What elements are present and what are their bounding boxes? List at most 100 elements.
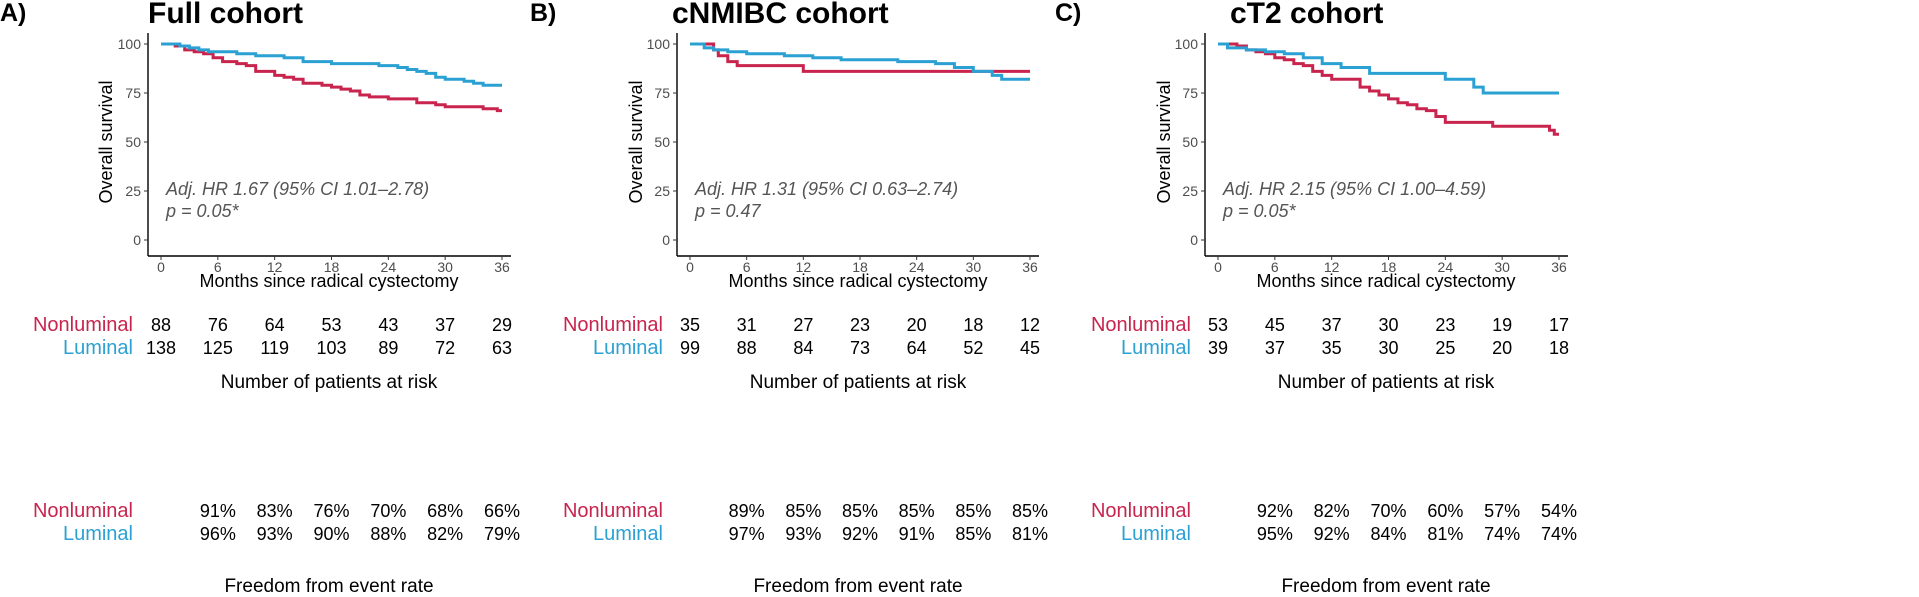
risk-value: 125	[203, 338, 233, 358]
x-axis-title: Months since radical cystectomy	[199, 271, 458, 291]
risk-value: 35	[680, 315, 700, 335]
survival-curve-luminal	[690, 42, 1030, 81]
x-tick-label: 24	[1438, 259, 1454, 275]
x-tick-label: 36	[494, 259, 510, 275]
event-value: 85%	[1012, 501, 1048, 521]
event-value: 92%	[1257, 501, 1293, 521]
event-value: 84%	[1370, 524, 1406, 544]
event-value: 92%	[1314, 524, 1350, 544]
risk-value: 63	[492, 338, 512, 358]
risk-value: 45	[1265, 315, 1285, 335]
event-value: 79%	[484, 524, 520, 544]
risk-table-title: Number of patients at risk	[1278, 372, 1495, 393]
y-tick-label: 25	[1182, 183, 1198, 199]
x-tick-label: 24	[909, 259, 925, 275]
risk-value: 31	[737, 315, 757, 335]
x-tick-label: 6	[1271, 259, 1279, 275]
survival-curve-luminal	[161, 42, 502, 87]
x-tick-label: 12	[796, 259, 812, 275]
event-value: 85%	[955, 501, 991, 521]
x-tick-label: 0	[686, 259, 694, 275]
risk-value: 103	[316, 338, 346, 358]
risk-table-title: Number of patients at risk	[221, 372, 438, 393]
event-value: 90%	[313, 524, 349, 544]
risk-value: 37	[1322, 315, 1342, 335]
panel-label: A)	[0, 0, 26, 27]
y-tick-label: 0	[1190, 232, 1198, 248]
event-value: 76%	[313, 501, 349, 521]
risk-value: 119	[260, 338, 289, 358]
hr-annotation: p = 0.47	[694, 201, 762, 221]
x-tick-label: 18	[1381, 259, 1397, 275]
survival-curve-luminal	[1218, 42, 1559, 95]
x-tick-label: 0	[1214, 259, 1222, 275]
risk-value: 76	[208, 315, 228, 335]
y-tick-label: 50	[1182, 134, 1198, 150]
event-row-label: Luminal	[63, 523, 133, 545]
risk-value: 37	[435, 315, 455, 335]
risk-row-label: Luminal	[63, 337, 133, 359]
x-tick-label: 36	[1022, 259, 1038, 275]
risk-value: 64	[265, 315, 285, 335]
hr-annotation: Adj. HR 2.15 (95% CI 1.00–4.59)	[1222, 179, 1486, 199]
event-value: 66%	[484, 501, 520, 521]
event-value: 81%	[1012, 524, 1048, 544]
event-value: 95%	[1257, 524, 1293, 544]
event-value: 91%	[200, 501, 236, 521]
x-axis-title: Months since radical cystectomy	[1256, 271, 1515, 291]
event-table-title: Freedom from event rate	[753, 576, 962, 597]
x-tick-label: 36	[1551, 259, 1567, 275]
panel-3: C) cT2 cohort 0 25 50 75 100 0 6 12 18 24 30 36 Months…	[1055, 0, 1577, 597]
y-tick-label: 75	[1182, 85, 1198, 101]
event-value: 89%	[729, 501, 765, 521]
panel-title: cT2 cohort	[1230, 0, 1383, 30]
y-axis-title: Overall survival	[626, 80, 646, 203]
risk-value: 29	[492, 315, 512, 335]
event-row-label: Nonluminal	[563, 500, 663, 522]
y-tick-label: 25	[654, 183, 670, 199]
survival-curve-nonluminal	[690, 42, 1030, 73]
risk-value: 35	[1322, 338, 1342, 358]
risk-value: 88	[737, 338, 757, 358]
x-axis-title: Months since radical cystectomy	[728, 271, 987, 291]
risk-value: 45	[1020, 338, 1040, 358]
event-value: 54%	[1541, 501, 1577, 521]
y-axis-title: Overall survival	[96, 80, 116, 203]
event-table-title: Freedom from event rate	[1281, 576, 1490, 597]
risk-value: 17	[1549, 315, 1569, 335]
risk-value: 39	[1208, 338, 1228, 358]
y-tick-label: 75	[125, 85, 141, 101]
y-tick-label: 100	[1175, 36, 1199, 52]
y-tick-label: 75	[654, 85, 670, 101]
risk-table-title: Number of patients at risk	[750, 372, 967, 393]
y-tick-label: 50	[125, 134, 141, 150]
risk-value: 84	[793, 338, 813, 358]
risk-value: 20	[907, 315, 927, 335]
panel-2: B) cNMIBC cohort 0 25 50 75 100 0 6 12 18 24 30 36 Mon…	[530, 0, 1048, 597]
risk-value: 23	[850, 315, 870, 335]
risk-row-label: Nonluminal	[33, 314, 133, 336]
event-value: 57%	[1484, 501, 1520, 521]
event-value: 70%	[370, 501, 406, 521]
risk-value: 30	[1378, 315, 1398, 335]
risk-value: 72	[435, 338, 455, 358]
risk-value: 89	[378, 338, 398, 358]
risk-value: 27	[793, 315, 813, 335]
x-tick-label: 30	[966, 259, 982, 275]
event-value: 88%	[370, 524, 406, 544]
event-row-label: Nonluminal	[1091, 500, 1191, 522]
event-value: 74%	[1541, 524, 1577, 544]
survival-curve-nonluminal	[161, 42, 502, 113]
event-value: 60%	[1427, 501, 1463, 521]
risk-value: 73	[850, 338, 870, 358]
event-row-label: Nonluminal	[33, 500, 133, 522]
x-tick-label: 18	[852, 259, 868, 275]
risk-value: 12	[1020, 315, 1040, 335]
risk-value: 18	[963, 315, 983, 335]
event-value: 91%	[899, 524, 935, 544]
survival-curve-nonluminal	[1218, 42, 1559, 136]
y-tick-label: 0	[662, 232, 670, 248]
event-value: 92%	[842, 524, 878, 544]
risk-value: 138	[146, 338, 176, 358]
